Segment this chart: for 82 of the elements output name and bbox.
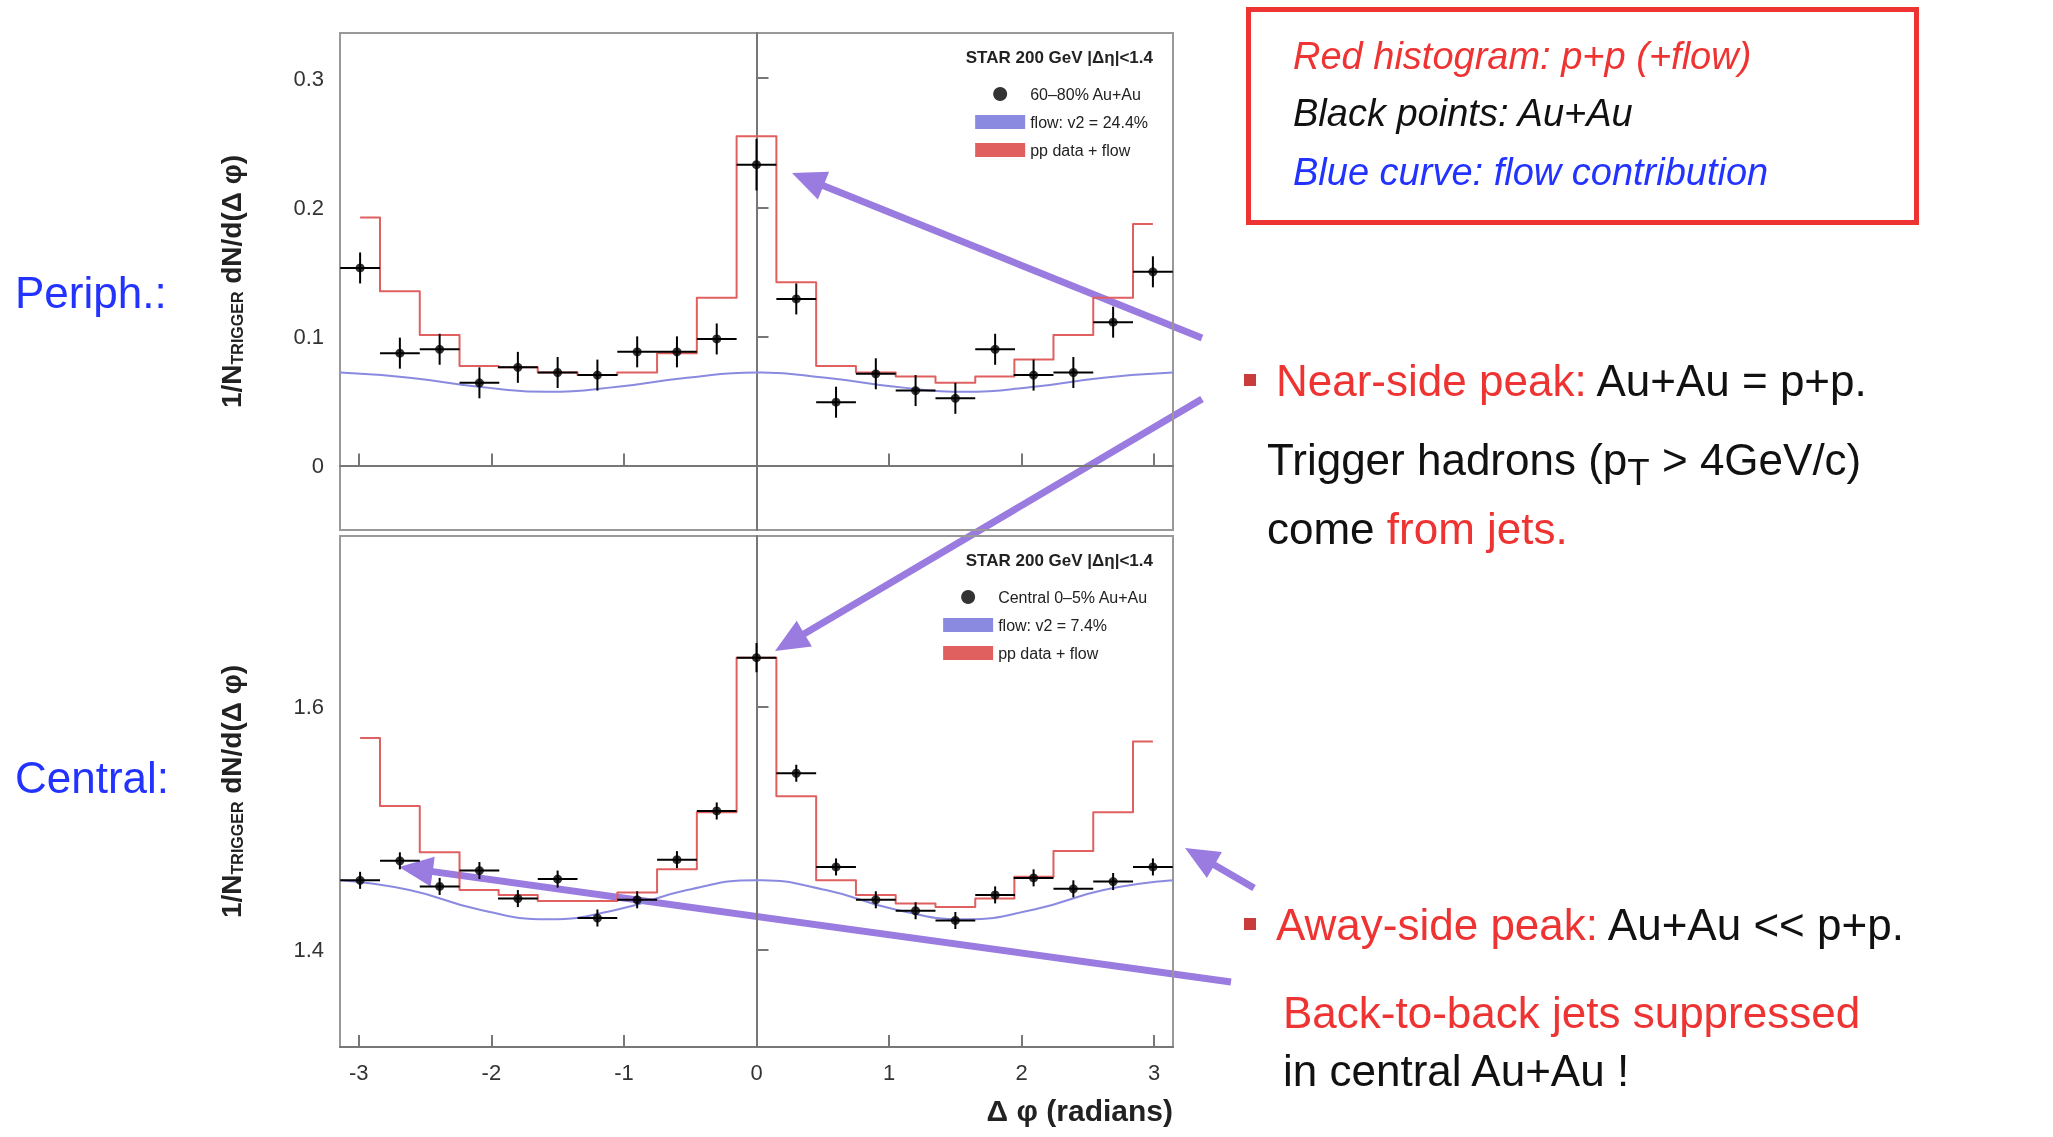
point xyxy=(1029,873,1039,883)
text: Central: xyxy=(15,752,170,802)
text: Black points: Au+Au xyxy=(1293,92,1633,134)
y-tick-label: 0.3 xyxy=(293,65,324,91)
point xyxy=(1108,317,1118,327)
point xyxy=(950,915,960,925)
point xyxy=(395,856,405,866)
y-tick-label: 1.4 xyxy=(293,937,324,963)
point xyxy=(632,895,642,905)
legend-label: flow: v2 = 7.4% xyxy=(998,616,1108,634)
point xyxy=(1029,370,1039,380)
point xyxy=(355,875,365,885)
y-axis-title: 1/NTRIGGER dN/d(Δ φ) xyxy=(215,664,247,919)
x-axis-title: Δ φ (radians) xyxy=(986,1093,1173,1127)
point xyxy=(592,913,602,923)
y-tick-label: 1.6 xyxy=(293,693,324,719)
x-tick-label: -2 xyxy=(481,1059,502,1085)
x-tick-label: -1 xyxy=(614,1059,634,1085)
x-tick-label: 2 xyxy=(1015,1059,1028,1085)
legend-title: STAR 200 GeV |Δη|<1.4 xyxy=(965,48,1154,67)
point xyxy=(950,393,960,403)
point xyxy=(1068,368,1078,378)
point xyxy=(871,369,881,379)
text: Blue curve: flow contribution xyxy=(1293,151,1769,193)
legend-label: flow: v2 = 24.4% xyxy=(1030,113,1148,131)
point xyxy=(911,386,921,396)
x-tick-label: 3 xyxy=(1148,1059,1161,1085)
point xyxy=(474,378,484,388)
point xyxy=(474,866,484,876)
point xyxy=(831,862,841,872)
line-series xyxy=(339,371,1174,393)
y-tick-label: 0.2 xyxy=(293,194,324,220)
legend-label: Central 0–5% Au+Au xyxy=(998,588,1148,606)
text: Au+Au = p+p. xyxy=(1596,356,1867,405)
legend-label: 60–80% Au+Au xyxy=(1030,85,1141,103)
point xyxy=(672,855,682,865)
point xyxy=(990,344,1000,354)
text: Au+Au << p+p. xyxy=(1607,900,1904,949)
point xyxy=(553,368,563,378)
text: Near-side peak: xyxy=(1276,356,1587,405)
point xyxy=(1068,884,1078,894)
point xyxy=(1108,877,1118,887)
point xyxy=(791,294,801,304)
y-tick-label: 0.1 xyxy=(293,323,324,349)
point xyxy=(752,653,761,663)
line-series xyxy=(339,879,1174,921)
point xyxy=(553,874,563,884)
text: Periph.: xyxy=(15,267,167,317)
text: Red histogram: p+p (+flow) xyxy=(1293,35,1752,77)
point xyxy=(712,334,722,344)
x-tick-label: 0 xyxy=(750,1059,763,1085)
point xyxy=(632,347,642,357)
legend-label: pp data + flow xyxy=(1030,141,1131,159)
point xyxy=(752,160,761,170)
point xyxy=(672,347,682,357)
legend-label: pp data + flow xyxy=(998,644,1099,662)
x-tick-label: 1 xyxy=(882,1059,896,1085)
point xyxy=(831,397,841,407)
point xyxy=(1148,862,1158,872)
x-tick-label: -3 xyxy=(348,1059,369,1085)
text: Back-to-back jets suppressed xyxy=(1283,988,1861,1037)
point xyxy=(712,806,722,816)
text: Trigger hadrons (p$_{T}$ > 4GeV/c) xyxy=(1267,435,1862,493)
text: Away-side peak: xyxy=(1276,900,1599,949)
point xyxy=(513,362,523,372)
text: in central Au+Au ! xyxy=(1283,1046,1630,1095)
y-tick-label: 0 xyxy=(311,452,324,478)
point xyxy=(911,906,921,916)
text: come xyxy=(1267,504,1375,553)
point xyxy=(513,894,523,904)
text: from jets. xyxy=(1386,504,1568,553)
legend-title: STAR 200 GeV |Δη|<1.4 xyxy=(965,551,1154,570)
point xyxy=(592,370,602,380)
y-axis-title: 1/NTRIGGER dN/d(Δ φ) xyxy=(215,154,247,409)
point xyxy=(791,768,801,778)
point xyxy=(435,881,445,891)
point xyxy=(1148,267,1158,277)
point xyxy=(395,348,405,358)
point xyxy=(355,263,365,273)
point xyxy=(990,890,1000,900)
point xyxy=(435,344,445,354)
point xyxy=(871,895,881,905)
